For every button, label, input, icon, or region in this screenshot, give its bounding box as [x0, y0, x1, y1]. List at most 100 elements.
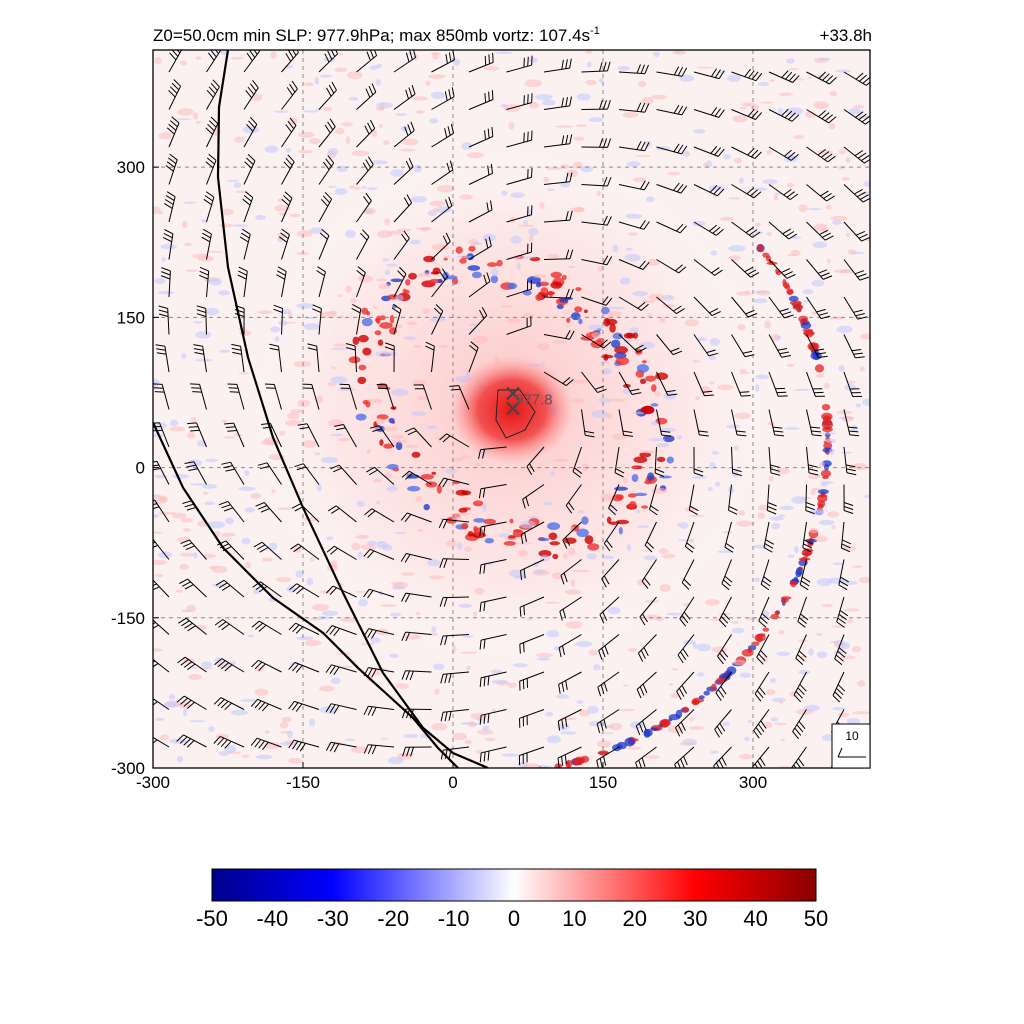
barb-flag — [234, 309, 245, 313]
wind-barb — [391, 303, 402, 335]
barb-shaft — [431, 310, 444, 335]
vorticity-speckle — [644, 600, 660, 603]
barb-flag — [169, 153, 178, 161]
barb-flag — [363, 744, 369, 754]
barb-shaft — [442, 596, 470, 599]
vorticity-speckle — [351, 746, 368, 754]
vorticity-speckle — [636, 525, 650, 528]
barb-shaft — [431, 169, 454, 185]
vorticity-patch — [552, 553, 559, 560]
barb-flag — [401, 670, 406, 680]
vorticity-speckle — [433, 663, 445, 671]
barb-flag — [715, 228, 724, 236]
vorticity-speckle — [431, 244, 449, 251]
vorticity-speckle — [841, 177, 850, 181]
vorticity-speckle — [296, 303, 315, 309]
wind-barb — [618, 334, 647, 353]
wind-barb — [243, 79, 259, 110]
wind-barb — [468, 200, 493, 223]
barb-flag — [411, 84, 416, 95]
vorticity-speckle — [629, 327, 639, 333]
vorticity-speckle — [188, 674, 202, 681]
vorticity-speckle — [732, 627, 745, 634]
vorticity-speckle — [296, 636, 315, 641]
barb-shaft — [728, 484, 732, 511]
vorticity-patch — [379, 439, 384, 446]
barb-flag — [441, 268, 449, 277]
barb-flag — [295, 626, 304, 634]
barb-flag — [208, 86, 216, 95]
vorticity-speckle — [219, 223, 234, 228]
vorticity-speckle — [458, 512, 470, 516]
vorticity-speckle — [375, 500, 381, 505]
vorticity-speckle — [776, 651, 791, 656]
vorticity-speckle — [639, 341, 655, 349]
vorticity-speckle — [739, 106, 747, 110]
wind-barb — [843, 146, 870, 164]
barb-flag — [243, 195, 252, 202]
vorticity-speckle — [386, 485, 398, 492]
vorticity-speckle — [676, 435, 683, 440]
barb-flag — [164, 229, 174, 235]
barb-flag — [288, 739, 295, 749]
vorticity-speckle — [612, 433, 627, 440]
barb-flag — [405, 472, 413, 480]
barb-flag — [444, 91, 448, 101]
barb-flag — [596, 723, 601, 734]
barb-shaft — [281, 234, 290, 260]
barb-flag — [790, 153, 799, 161]
barb-flag — [631, 392, 642, 395]
wind-barb — [790, 746, 807, 768]
barb-shaft — [354, 345, 357, 373]
barb-shaft — [806, 184, 827, 202]
barb-flag — [292, 50, 297, 56]
wind-barb — [288, 739, 320, 752]
vorticity-speckle — [850, 251, 864, 255]
wind-barb — [153, 579, 170, 598]
barb-flag — [360, 232, 368, 241]
barb-flag — [795, 657, 804, 665]
vorticity-speckle — [661, 553, 676, 559]
barb-shaft — [331, 703, 357, 710]
barb-shaft — [431, 241, 451, 260]
wind-barb — [543, 288, 574, 299]
barb-flag — [367, 156, 374, 165]
barb-flag — [357, 266, 366, 273]
wind-barb — [654, 446, 665, 477]
vorticity-speckle — [154, 56, 162, 65]
barb-flag — [723, 579, 731, 587]
barb-flag — [297, 423, 308, 426]
wind-barb — [393, 266, 407, 298]
barb-flag — [677, 66, 684, 76]
wind-barb — [560, 559, 582, 585]
vorticity-speckle — [205, 458, 219, 462]
barb-flag — [439, 271, 446, 280]
barb-flag — [324, 124, 331, 134]
barb-shaft — [721, 559, 732, 584]
vorticity-speckle — [472, 335, 489, 344]
barb-flag — [292, 624, 300, 633]
vorticity-speckle — [375, 79, 382, 86]
wind-barb — [656, 409, 672, 437]
barb-flag — [439, 558, 444, 568]
barb-flag — [280, 232, 289, 239]
barb-flag — [565, 379, 574, 386]
wind-barb — [227, 383, 245, 410]
vorticity-patch — [814, 364, 825, 373]
barb-flag — [425, 345, 435, 351]
vorticity-speckle — [807, 76, 812, 79]
barb-flag — [362, 229, 370, 237]
wind-barb — [581, 296, 613, 306]
wind-barb — [693, 334, 719, 357]
vorticity-speckle — [587, 705, 599, 714]
vorticity-speckle — [588, 117, 604, 123]
barb-shaft — [581, 409, 586, 436]
vorticity-speckle — [443, 255, 451, 259]
barb-flag — [330, 547, 338, 555]
barb-flag — [223, 507, 234, 512]
vorticity-speckle — [506, 317, 521, 324]
wind-barb — [753, 709, 770, 739]
barb-shaft — [558, 634, 582, 649]
barb-flag — [367, 744, 373, 755]
vorticity-speckle — [463, 546, 472, 552]
